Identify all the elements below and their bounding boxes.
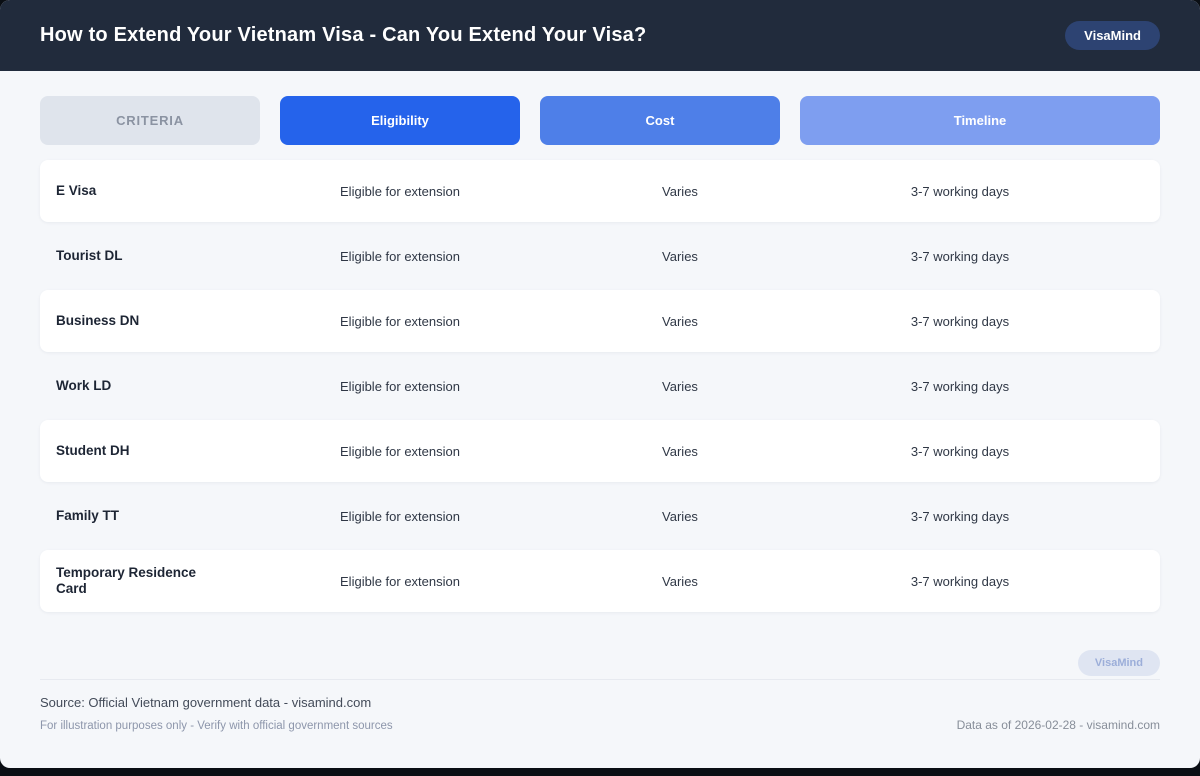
footer-left: Source: Official Vietnam government data…	[40, 695, 393, 732]
source-text: Source: Official Vietnam government data…	[40, 695, 372, 710]
cost-cell: Varies	[662, 573, 698, 589]
criteria-cell: Family TT	[56, 507, 120, 523]
criteria-cell: Tourist DL	[56, 247, 123, 263]
footer: Source: Official Vietnam government data…	[40, 695, 1160, 732]
main-content: CRITERIA Eligibility Cost Timeline E Vis…	[0, 71, 1200, 768]
table-row: Tourist DL Eligible for extension Varies…	[40, 225, 1160, 287]
cost-cell: Varies	[662, 313, 698, 329]
column-header-criteria[interactable]: CRITERIA	[40, 96, 260, 145]
brand-badge[interactable]: VisaMind	[1065, 21, 1160, 50]
cost-cell: Varies	[662, 248, 698, 264]
table-row: Temporary Residence Card Eligible for ex…	[40, 550, 1160, 612]
cost-cell: Varies	[662, 183, 698, 199]
timeline-cell: 3-7 working days	[910, 443, 1010, 459]
criteria-cell: Business DN	[56, 312, 140, 328]
eligibility-cell: Eligible for extension	[340, 443, 460, 459]
timeline-cell: 3-7 working days	[910, 378, 1010, 394]
timeline-cell: 3-7 working days	[910, 508, 1010, 524]
table-row: Business DN Eligible for extension Varie…	[40, 290, 1160, 352]
timeline-cell: 3-7 working days	[910, 183, 1010, 199]
timeline-cell: 3-7 working days	[910, 313, 1010, 329]
cost-cell: Varies	[662, 508, 698, 524]
comparison-table: E Visa Eligible for extension Varies 3-7…	[40, 160, 1160, 612]
criteria-cell: Temporary Residence Card	[56, 564, 197, 596]
criteria-cell: Student DH	[56, 442, 130, 458]
criteria-cell: Work LD	[56, 377, 112, 393]
eligibility-cell: Eligible for extension	[340, 248, 460, 264]
cost-cell: Varies	[662, 443, 698, 459]
column-header-cost[interactable]: Cost	[540, 96, 780, 145]
table-row: Work LD Eligible for extension Varies 3-…	[40, 355, 1160, 417]
column-header-timeline[interactable]: Timeline	[800, 96, 1160, 145]
table-row: Family TT Eligible for extension Varies …	[40, 485, 1160, 547]
footer-badge-row: VisaMind	[40, 650, 1160, 676]
eligibility-cell: Eligible for extension	[340, 313, 460, 329]
disclaimer-text: For illustration purposes only - Verify …	[40, 720, 393, 732]
eligibility-cell: Eligible for extension	[340, 183, 460, 199]
table-row: Student DH Eligible for extension Varies…	[40, 420, 1160, 482]
column-header-row: CRITERIA Eligibility Cost Timeline	[40, 96, 1160, 145]
page-title: How to Extend Your Vietnam Visa - Can Yo…	[40, 24, 647, 46]
column-header-eligibility[interactable]: Eligibility	[280, 96, 520, 145]
header-bar: How to Extend Your Vietnam Visa - Can Yo…	[0, 0, 1200, 71]
timeline-cell: 3-7 working days	[910, 248, 1010, 264]
criteria-cell: E Visa	[56, 182, 97, 198]
footer-brand-badge[interactable]: VisaMind	[1077, 650, 1160, 676]
eligibility-cell: Eligible for extension	[340, 378, 460, 394]
table-row: E Visa Eligible for extension Varies 3-7…	[40, 160, 1160, 222]
eligibility-cell: Eligible for extension	[340, 508, 460, 524]
eligibility-cell: Eligible for extension	[340, 573, 460, 589]
footer-divider	[40, 679, 1160, 680]
timeline-cell: 3-7 working days	[910, 573, 1010, 589]
data-as-of-text: Data as of 2026-02-28 - visamind.com	[956, 718, 1160, 732]
cost-cell: Varies	[662, 378, 698, 394]
